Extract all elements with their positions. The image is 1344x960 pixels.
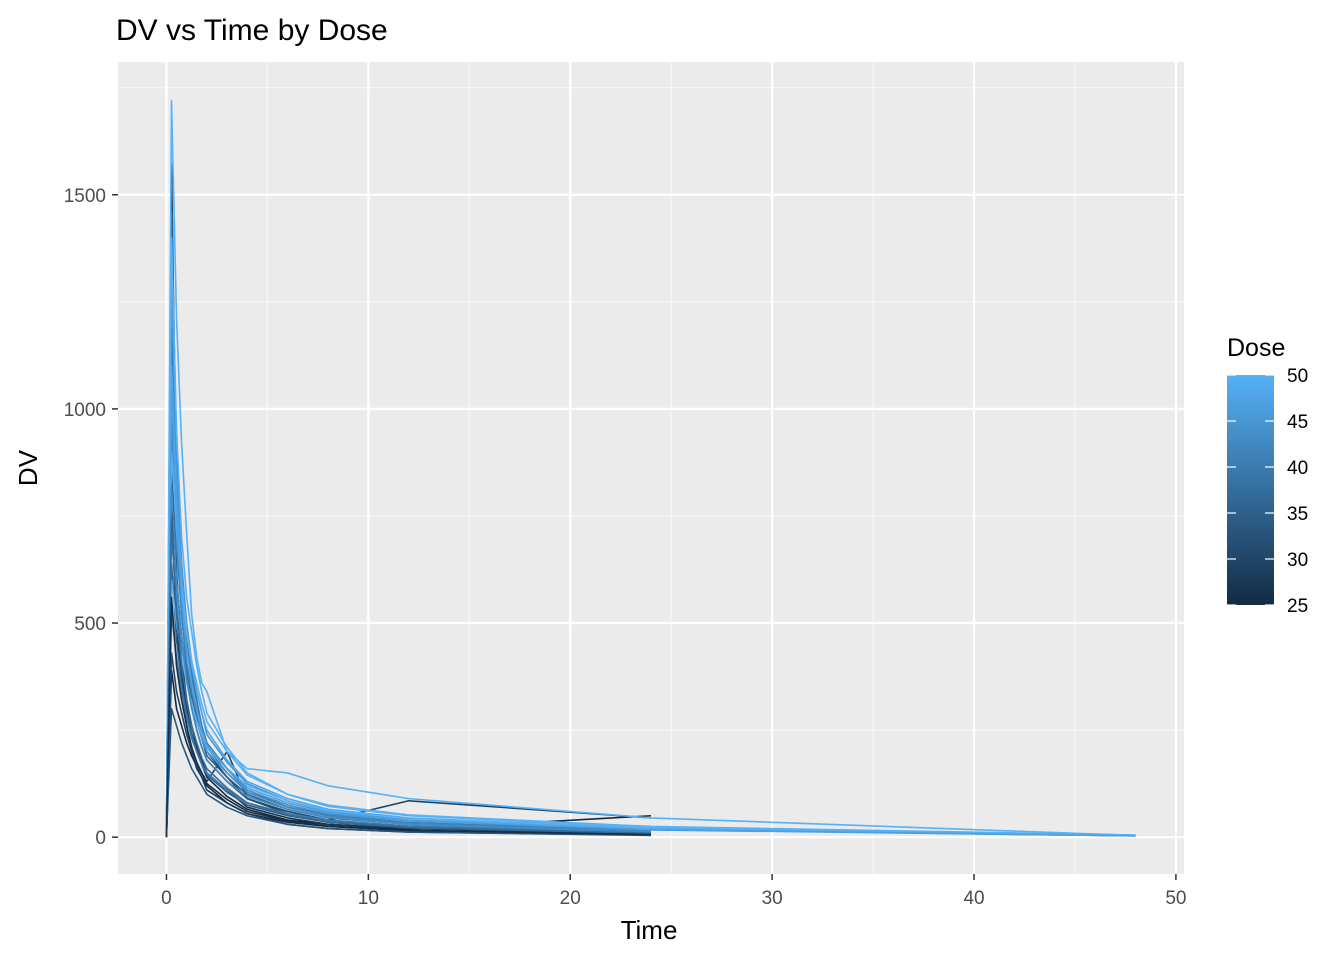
y-axis: 0 500 1000 1500 <box>64 186 118 849</box>
x-tick-label: 40 <box>963 888 984 909</box>
legend-colorbar <box>1227 375 1274 605</box>
x-axis-title: Time <box>621 915 678 945</box>
y-tick-label: 1000 <box>64 400 106 421</box>
legend-tick-label: 35 <box>1287 504 1308 525</box>
chart-title: DV vs Time by Dose <box>116 14 388 47</box>
y-tick-label: 0 <box>95 828 106 849</box>
legend-tick-label: 30 <box>1287 550 1308 571</box>
plot-panel <box>118 62 1184 874</box>
legend-tick-label: 40 <box>1287 458 1308 479</box>
series-line <box>165 536 1136 838</box>
legend-tick-label: 50 <box>1287 366 1308 387</box>
series-line <box>165 707 652 838</box>
legend-tick-label: 25 <box>1287 596 1308 617</box>
series-line <box>165 596 652 838</box>
series-lines <box>165 99 1136 838</box>
y-tick-label: 500 <box>74 614 106 635</box>
y-tick-label: 1500 <box>64 186 106 207</box>
x-tick-label: 30 <box>762 888 783 909</box>
minor-gridlines <box>118 62 1184 874</box>
series-line <box>165 99 1136 838</box>
x-tick-label: 20 <box>560 888 581 909</box>
series-line <box>165 485 652 838</box>
x-tick-label: 0 <box>161 888 172 909</box>
major-gridlines <box>118 62 1184 874</box>
series-line <box>165 365 1136 838</box>
x-tick-label: 50 <box>1165 888 1186 909</box>
series-line <box>165 386 1136 838</box>
series-line <box>165 613 652 838</box>
x-tick-label: 10 <box>358 888 379 909</box>
series-line <box>165 236 1136 838</box>
legend: Dose 25 30 35 40 45 50 <box>1227 334 1308 617</box>
legend-title: Dose <box>1227 334 1285 362</box>
x-axis: 0 10 20 30 40 50 <box>161 874 1186 909</box>
legend-tick-label: 45 <box>1287 412 1308 433</box>
series-line <box>165 519 652 838</box>
legend-ticks: 25 30 35 40 45 50 <box>1227 366 1308 617</box>
y-axis-title: DV <box>13 449 43 486</box>
